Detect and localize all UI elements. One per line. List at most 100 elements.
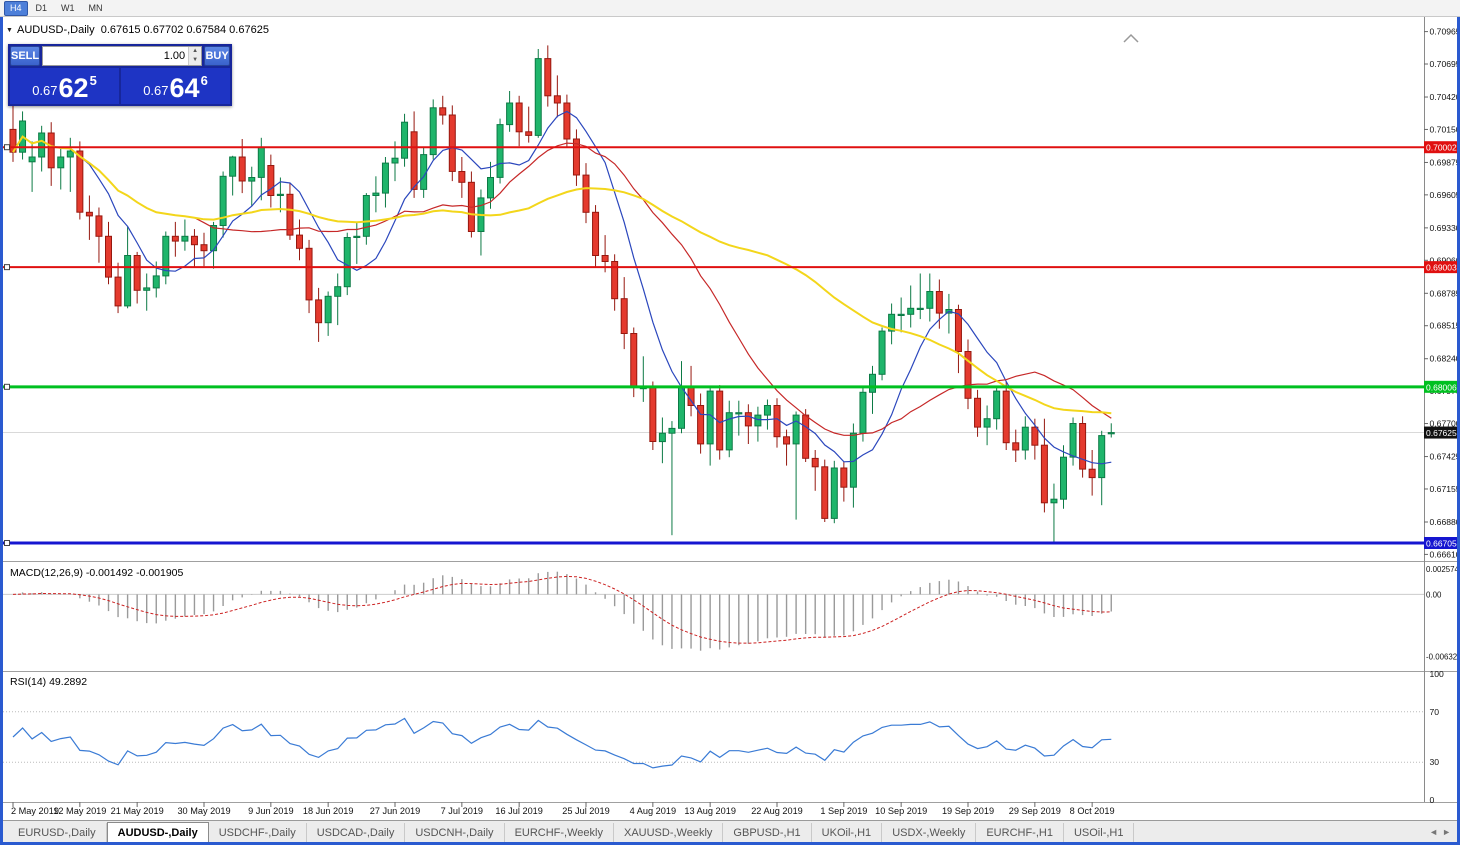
hline-price-tag — [1424, 380, 1457, 393]
macd-axis-label: 0.002574 — [1426, 565, 1457, 574]
sell-button[interactable]: SELL — [10, 46, 41, 66]
svg-text:0.66705: 0.66705 — [1426, 538, 1457, 548]
hline-price-tag — [1424, 141, 1457, 154]
x-axis-label: 2 May 2019 — [11, 806, 59, 816]
macd-signal-line — [12, 575, 1112, 644]
shift-marker-icon — [1123, 33, 1139, 43]
hline-price-tag — [1424, 536, 1457, 549]
volume-field: ▲ ▼ — [42, 46, 203, 66]
tab-scroll-left-icon[interactable]: ◄ — [1429, 826, 1439, 837]
chart-tab-usdx-weekly[interactable]: USDX-,Weekly — [882, 823, 977, 842]
candles — [9, 45, 1115, 544]
timeframe-button-w1[interactable]: W1 — [61, 2, 75, 13]
volume-increase-icon[interactable]: ▲ — [189, 47, 202, 56]
x-axis-label: 16 Jul 2019 — [495, 806, 543, 816]
y-axis-tick: 0.69875 — [1430, 157, 1458, 167]
sell-price[interactable]: 0.67 62 5 — [10, 68, 119, 104]
chart-tab-audusd-daily[interactable]: AUDUSD-,Daily — [106, 822, 209, 842]
timeframe-button-d1[interactable]: D1 — [35, 2, 48, 13]
panel-collapse-icon[interactable]: ▼ — [6, 27, 13, 34]
line-handle — [4, 264, 10, 271]
line-handle — [4, 383, 10, 390]
chart-tab-xauusd-weekly[interactable]: XAUUSD-,Weekly — [614, 823, 724, 842]
x-axis-label: 29 Sep 2019 — [1009, 806, 1061, 816]
x-axis-label: 10 Sep 2019 — [875, 806, 927, 816]
rsi-line — [12, 717, 1112, 769]
macd-indicator-label: MACD(12,26,9) -0.001492 -0.001905 — [10, 567, 184, 579]
rsi-indicator-label: RSI(14) 49.2892 — [10, 676, 88, 688]
timeframe-toolbar: H4 D1 W1 MN — [0, 0, 1460, 17]
x-axis-label: 4 Aug 2019 — [630, 806, 677, 816]
buy-price-prefix: 0.67 — [143, 83, 169, 98]
sell-price-sup: 5 — [89, 73, 97, 88]
x-axis-label: 21 May 2019 — [111, 806, 164, 816]
current-price-tag — [1424, 426, 1457, 439]
x-axis-label: 19 Sep 2019 — [942, 806, 994, 816]
chart-tab-eurchf-weekly[interactable]: EURCHF-,Weekly — [505, 823, 614, 842]
x-axis-label: 1 Sep 2019 — [820, 806, 867, 816]
chart-tab-usdcnh-daily[interactable]: USDCNH-,Daily — [405, 823, 505, 842]
timeframe-button-h4[interactable]: H4 — [4, 0, 28, 16]
chart-title: AUDUSD-,Daily 0.67615 0.67702 0.67584 0.… — [17, 24, 269, 36]
x-axis-label: 27 Jun 2019 — [370, 806, 421, 816]
x-axis-label: 25 Jul 2019 — [562, 806, 610, 816]
chart-tab-gbpusd-h1[interactable]: GBPUSD-,H1 — [723, 823, 812, 842]
chart-tab-eurchf-h1[interactable]: EURCHF-,H1 — [976, 823, 1064, 842]
rsi-axis-label: 70 — [1430, 707, 1440, 717]
volume-spinner: ▲ ▼ — [188, 47, 202, 65]
x-axis-label: 22 Aug 2019 — [751, 806, 803, 816]
ma-line-45 — [12, 135, 1112, 415]
y-axis-tick: 0.70965 — [1430, 27, 1458, 37]
chart-tab-usoil-h1[interactable]: USOil-,H1 — [1064, 823, 1135, 842]
x-axis-label: 18 Jun 2019 — [303, 806, 354, 816]
chart-tab-eurusd-daily[interactable]: EURUSD-,Daily — [8, 823, 107, 842]
y-axis-tick: 0.68515 — [1430, 321, 1458, 331]
x-axis-label: 12 May 2019 — [53, 806, 106, 816]
x-axis-label: 13 Aug 2019 — [684, 806, 736, 816]
x-axis-label: 8 Oct 2019 — [1070, 806, 1115, 816]
y-axis-tick: 0.69605 — [1430, 190, 1458, 200]
y-axis-tick: 0.67155 — [1430, 484, 1458, 494]
tab-scroll-right-icon[interactable]: ► — [1442, 826, 1451, 837]
volume-input[interactable] — [43, 47, 189, 65]
chart-tab-usdcad-daily[interactable]: USDCAD-,Daily — [307, 823, 406, 842]
svg-text:0.70002: 0.70002 — [1426, 143, 1457, 153]
rsi-axis-label: 100 — [1430, 669, 1445, 679]
buy-button[interactable]: BUY — [204, 46, 230, 66]
y-axis-tick: 0.68785 — [1430, 288, 1458, 298]
buy-price-sup: 6 — [200, 73, 208, 88]
buy-price[interactable]: 0.67 64 6 — [121, 68, 230, 104]
svg-text:0.67625: 0.67625 — [1426, 428, 1457, 438]
macd-histogram — [21, 571, 1112, 651]
svg-text:0.68006: 0.68006 — [1426, 382, 1457, 392]
x-axis-label: 9 Jun 2019 — [248, 806, 293, 816]
rsi-axis-label: 0 — [1430, 795, 1435, 805]
line-handle — [4, 144, 10, 151]
line-handle — [4, 539, 10, 546]
hline-price-tag — [1424, 261, 1457, 274]
chart-tab-usdchf-daily[interactable]: USDCHF-,Daily — [209, 823, 307, 842]
timeframe-button-mn[interactable]: MN — [88, 2, 103, 13]
buy-price-big: 64 — [169, 73, 200, 103]
chart-tab-ukoil-h1[interactable]: UKOil-,H1 — [812, 823, 883, 842]
y-axis-tick: 0.67425 — [1430, 452, 1458, 462]
chart-tab-bar: EURUSD-,Daily AUDUSD-,Daily USDCHF-,Daily U… — [3, 820, 1457, 842]
rsi-axis-label: 30 — [1430, 757, 1440, 767]
volume-decrease-icon: ▼ — [189, 56, 202, 65]
svg-text:0.69003: 0.69003 — [1426, 263, 1457, 273]
sell-price-prefix: 0.67 — [32, 83, 58, 98]
macd-axis-label: 0.00 — [1426, 590, 1442, 599]
sell-price-big: 62 — [58, 73, 89, 103]
